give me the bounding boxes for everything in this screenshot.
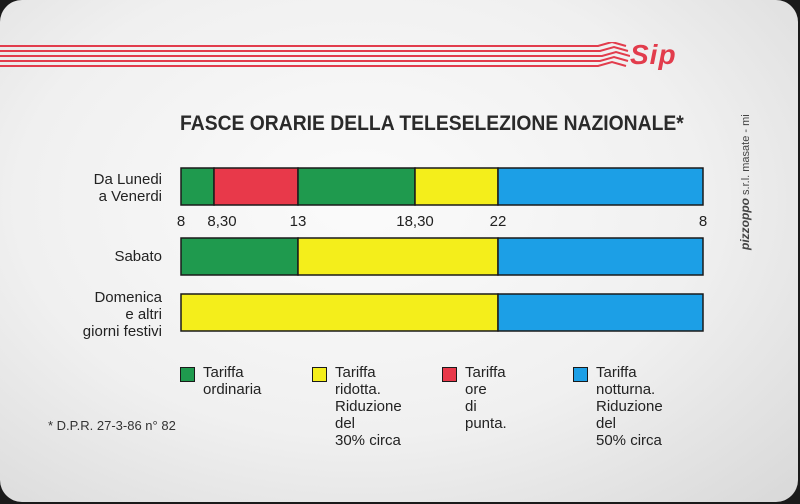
legend-text-ridotta: Tariffa ridotta. Riduzione del 30% circa [335,364,402,449]
bar-segment-row1-ordinaria-0 [180,237,299,276]
svg-text:Sip: Sip [630,40,677,70]
bar-segment-row1-notturna-2 [497,237,704,276]
legend-swatch-ridotta [312,367,327,382]
legend-text-notturna: Tariffa notturna. Riduzione del 50% circ… [596,364,663,449]
bar-segment-row1-ridotta-1 [297,237,499,276]
printer-name: pizzoppo [738,198,752,250]
sip-logo-mark: Sip [630,39,677,70]
brand-stripes [0,42,630,67]
bar-segment-row2-notturna-1 [497,293,704,332]
axis-tick-label: 22 [489,213,507,230]
bar-segment-row2-ridotta-0 [180,293,499,332]
printer-credit: pizzoppo s.r.l. masate - mi [738,114,752,250]
row-label-sunday: Domenica e altri giorni festivi [82,289,162,340]
legend-swatch-punta [442,367,457,382]
legend-text-punta: Tariffa ore di punta. [465,364,507,432]
axis-tick-label: 8,30 [207,213,237,230]
bar-segment-row0-punta-1 [213,167,299,206]
bar-segment-row0-ordinaria-2 [297,167,416,206]
axis-tick-label: 13 [289,213,307,230]
axis-tick-label: 18,30 [396,213,434,230]
sip-logo: Sip [628,39,680,77]
legend-swatch-notturna [573,367,588,382]
legend-text-ordinaria: Tariffa ordinaria [203,364,262,398]
bar-segment-row0-notturna-4 [497,167,704,206]
legend-swatch-ordinaria [180,367,195,382]
printer-suffix: s.r.l. masate - mi [740,114,752,195]
chart-title: FASCE ORARIE DELLA TELESELEZIONE NAZIONA… [180,112,684,135]
row-label-saturday: Sabato [114,248,162,265]
row-label-weekdays: Da Lunedi a Venerdi [93,171,162,205]
bar-segment-row0-ordinaria-0 [180,167,215,206]
bar-segment-row0-ridotta-3 [414,167,499,206]
footnote: * D.P.R. 27-3-86 n° 82 [48,418,176,433]
axis-tick-label: 8 [698,213,708,230]
axis-tick-label: 8 [176,213,186,230]
